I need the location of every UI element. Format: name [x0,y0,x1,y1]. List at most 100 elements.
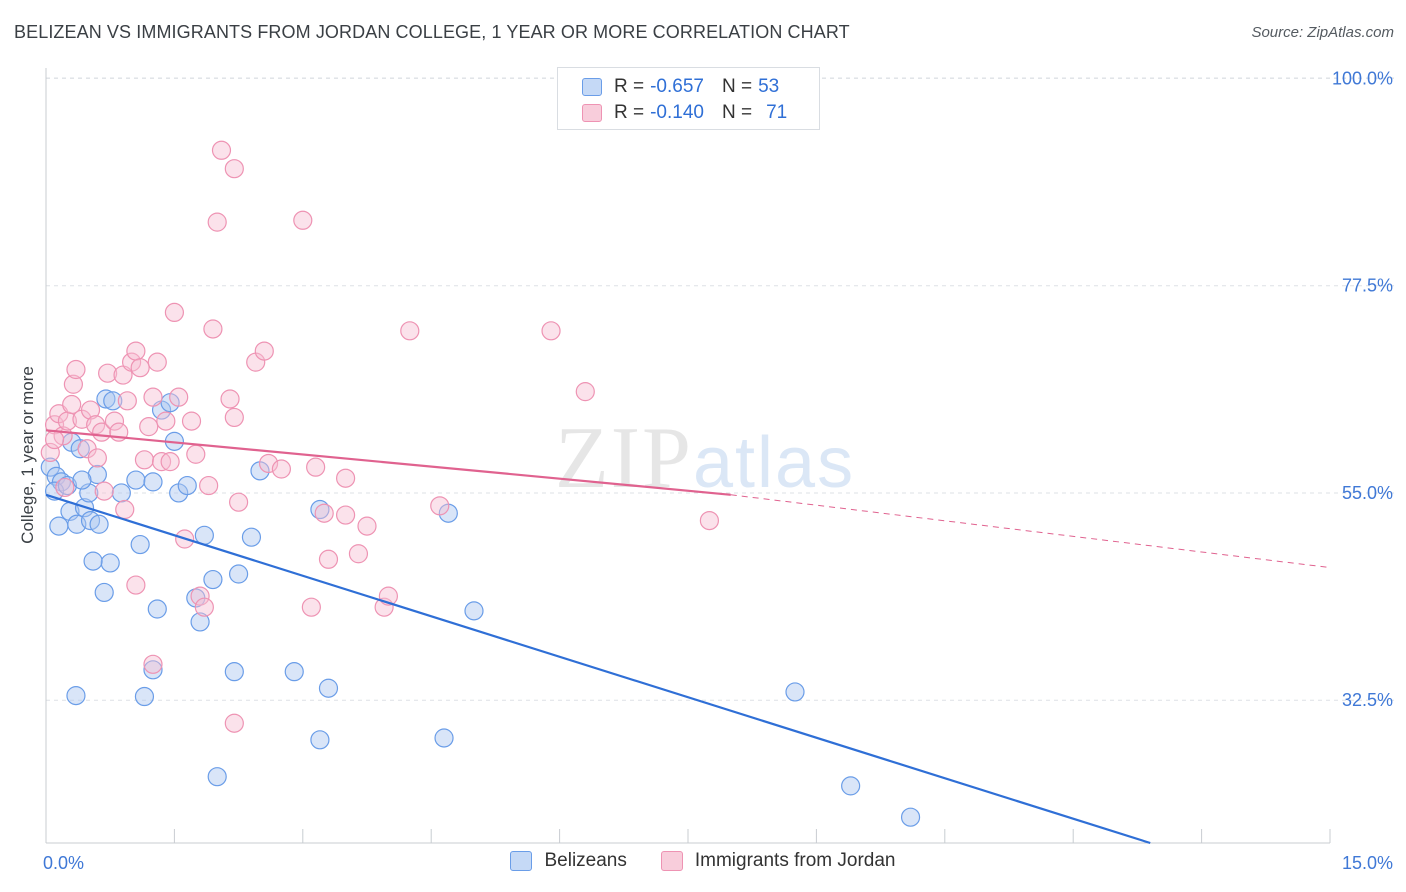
chart-title: BELIZEAN VS IMMIGRANTS FROM JORDAN COLLE… [14,22,850,42]
jordan-point [143,654,163,674]
belizean-point [207,767,227,787]
series-legend-item-belizeans[interactable]: Belizeans [510,850,627,872]
belizean-point [49,516,69,536]
belizean-point [143,660,163,680]
legend-r-label: R = [614,102,645,123]
belizean-point [241,527,262,547]
jordan-point [575,382,595,402]
jordan-point [271,459,291,479]
legend-swatch-belizeans [582,78,602,96]
y-tick-label: 100.0% [1332,68,1393,88]
legend-n-value: 71 [766,102,788,123]
legend-r-value: -0.657 [650,76,704,97]
jordan-point [156,411,176,431]
belizean-point [94,582,114,603]
jordan-point [87,448,107,468]
series-swatch-jordan [660,851,683,871]
jordan-point [229,492,249,512]
jordan-point [44,429,65,450]
legend-r-label: R = [614,76,645,97]
jordan-point [186,444,206,464]
jordan-point [115,499,135,520]
legend-n-label: N = [721,102,753,123]
x-tick-label: 15.0% [1342,853,1393,873]
jordan-point [130,358,150,378]
series-legend: Belizeans Immigrants from Jordan [0,850,1406,872]
jordan-point [541,321,561,341]
legend-row-jordan: R = -0.140 N = 71 [582,101,787,125]
belizean-point [464,601,484,621]
jordan-point [318,549,339,569]
jordan-point [164,302,184,323]
series-swatch-belizeans [510,851,533,871]
jordan-point [258,453,279,474]
legend-n-label: N = [721,76,753,97]
jordan-point [207,212,227,232]
jordan-point [336,468,356,488]
belizean-point [111,483,131,503]
jordan-point [306,457,326,477]
jordan-point [126,341,146,361]
belizean-point [229,564,249,584]
jordan-point [293,210,313,230]
belizean-point [147,599,167,619]
belizean-point [900,807,921,827]
jordan-trend-extension [730,494,1331,569]
belizean-point [785,682,805,702]
belizean-point [318,678,339,698]
jordan-point [430,496,450,516]
jordan-point [224,713,244,733]
belizean-point [130,534,150,555]
jordan-point [62,394,82,415]
series-legend-label: Immigrants from Jordan [694,850,896,871]
belizean-point [177,475,197,496]
belizean-point [103,391,123,411]
belizean-point [841,776,861,796]
y-tick-label: 55.0% [1342,483,1393,503]
legend-row-belizeans: R = -0.657 N = 53 [582,75,779,99]
belizean-point [310,730,330,750]
legend-swatch-jordan [582,104,602,122]
jordan-point [160,452,180,472]
jordan-point [181,411,202,431]
jordan-point [194,597,214,617]
jordan-point [199,475,219,496]
watermark: ZIPatlas [555,408,855,509]
jordan-point [126,575,146,595]
belizean-point [100,553,120,573]
jordan-point [348,544,369,564]
jordan-trend-line [45,429,731,496]
series-legend-label: Belizeans [544,850,627,871]
jordan-point [220,389,240,409]
belizean-point [224,662,244,682]
belizean-point [190,612,210,632]
jordan-point [143,387,163,407]
jordan-point [139,417,159,437]
y-tick-label: 32.5% [1342,690,1393,710]
jordan-point [224,159,244,179]
jordan-point [169,387,189,407]
jordan-point [254,341,274,361]
jordan-point [117,391,137,411]
belizean-trend-line [45,493,1151,845]
chart-source: Source: ZipAtlas.com [1251,24,1394,41]
jordan-point [190,586,210,606]
jordan-point [66,359,86,380]
jordan-point [134,450,155,470]
jordan-point [98,363,118,383]
jordan-point [40,442,60,463]
jordan-point [63,374,83,394]
belizean-point [89,514,109,534]
belizean-point [203,569,223,590]
jordan-point [400,321,420,341]
jordan-point [203,319,223,339]
belizean-point [134,686,155,707]
jordan-point [147,352,167,372]
series-legend-item-jordan[interactable]: Immigrants from Jordan [660,850,896,872]
jordan-point [80,400,101,420]
jordan-point [357,516,377,536]
belizean-point [143,472,163,492]
jordan-point [336,505,356,525]
belizean-point [83,551,103,571]
